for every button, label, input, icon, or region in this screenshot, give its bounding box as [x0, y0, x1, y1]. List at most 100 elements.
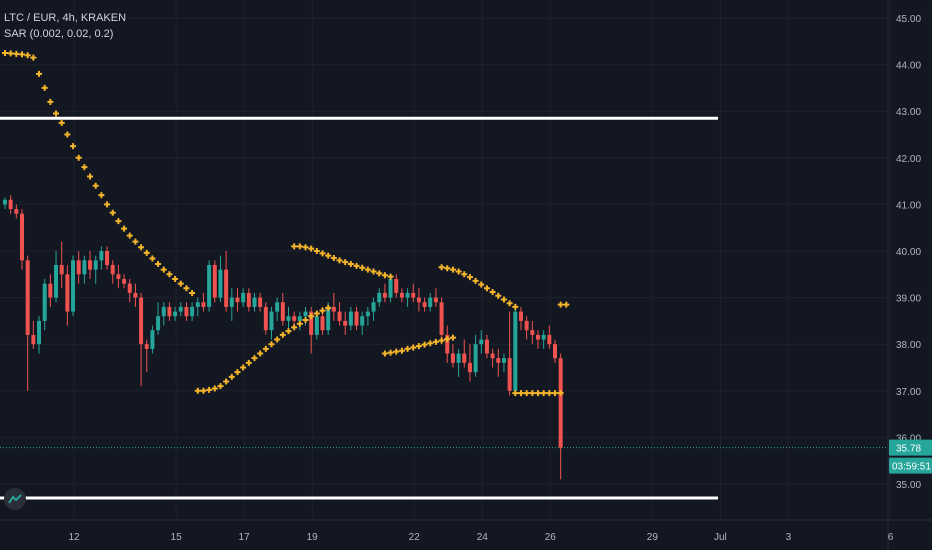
candle-body [479, 339, 484, 345]
time-tick-label: 12 [68, 532, 80, 543]
sar-point [70, 143, 77, 150]
sar-point [551, 390, 558, 397]
sar-point [313, 310, 320, 317]
candle-body [122, 278, 127, 284]
candle-body [229, 297, 234, 307]
candle-body [88, 260, 93, 270]
candle-body [524, 320, 529, 331]
candle-body [314, 316, 319, 335]
sar-point [296, 320, 303, 327]
candle-body [263, 306, 268, 331]
candle-body [25, 260, 30, 335]
sar-point [240, 364, 247, 371]
sar-point [466, 274, 473, 281]
candle-body [48, 283, 53, 298]
horizontal-lines[interactable] [0, 116, 888, 500]
candle-body [331, 306, 336, 312]
candle-body [433, 297, 438, 303]
candle-body [184, 306, 189, 317]
sar-point [47, 98, 54, 105]
time-axis[interactable]: 12 15 17 19 22 24 26 29 Jul 3 6 [0, 519, 932, 543]
sar-point [563, 301, 570, 308]
time-tick-label: 29 [647, 532, 659, 543]
last-price-label: 35.78 [896, 444, 921, 455]
sar-point [444, 265, 451, 272]
sar-point [223, 378, 230, 385]
candle-body [280, 302, 285, 321]
sar-point [393, 348, 400, 355]
sar-point [359, 264, 366, 271]
candle-body [71, 260, 76, 312]
candle-body [127, 283, 132, 293]
sar-point [36, 70, 43, 77]
candle-body [139, 297, 144, 345]
sar-point [200, 387, 207, 394]
sar-point [257, 350, 264, 357]
sar-point [291, 324, 298, 331]
time-tick-label: 6 [888, 532, 894, 543]
candle-body [150, 330, 155, 349]
candle-body [8, 199, 13, 210]
candle-body [552, 344, 557, 359]
sar-point [325, 252, 332, 259]
candle-body [320, 316, 325, 331]
price-tick-label: 36.00 [896, 433, 921, 444]
sar-point [30, 54, 37, 61]
candle-body [365, 311, 370, 317]
sar-indicator [2, 49, 570, 397]
sar-point [291, 243, 298, 250]
candle-body [105, 251, 110, 265]
candle-body [507, 358, 512, 391]
candle-body [275, 302, 280, 312]
sar-point [421, 341, 428, 348]
candle-body [371, 302, 376, 312]
sar-point [98, 192, 105, 199]
sar-point [13, 50, 20, 57]
candle-body [473, 344, 478, 373]
price-axis[interactable]: 45.00 44.00 43.00 42.00 41.00 40.00 39.00 38.00… [887, 0, 921, 550]
sar-point [432, 338, 439, 345]
time-tick-label: 24 [477, 532, 489, 543]
sar-point [444, 336, 451, 343]
candle-body [428, 297, 433, 307]
time-tick-label: 17 [239, 532, 251, 543]
sar-point [177, 280, 184, 287]
sar-point [404, 345, 411, 352]
candle-body [484, 339, 489, 354]
sar-point [387, 273, 394, 280]
sar-point [251, 355, 258, 362]
candle-body [201, 302, 206, 307]
tradingview-logo-icon[interactable] [4, 488, 26, 510]
sar-point [325, 304, 332, 311]
sar-point [92, 182, 99, 189]
candle-body [411, 292, 416, 298]
indicator-label[interactable]: SAR (0.002, 0.02, 0.2) [4, 28, 114, 40]
sar-point [557, 301, 564, 308]
candle-body [326, 306, 331, 331]
candle-body [309, 311, 314, 335]
candle-body [116, 274, 121, 279]
sar-point [557, 390, 564, 397]
price-tick-label: 44.00 [896, 61, 921, 72]
candle-body [547, 334, 552, 345]
sar-point [274, 336, 281, 343]
sar-point [53, 110, 60, 117]
sar-point [336, 257, 343, 264]
candle-body [490, 353, 495, 359]
symbol-title[interactable]: LTC / EUR, 4h, KRAKEN [4, 12, 127, 24]
sar-point [166, 271, 173, 278]
price-tick-label: 37.00 [896, 387, 921, 398]
sar-point [478, 281, 485, 288]
candle-body [161, 306, 166, 317]
candle-body [246, 292, 251, 307]
sar-point [523, 390, 530, 397]
sar-point [364, 266, 371, 273]
sar-point [342, 259, 349, 266]
candle-body [173, 311, 178, 317]
sar-point [172, 275, 179, 282]
candle-body [303, 311, 308, 317]
sar-point [81, 164, 88, 171]
candle-body [110, 264, 115, 275]
countdown-label: 03:59:51 [892, 462, 931, 473]
